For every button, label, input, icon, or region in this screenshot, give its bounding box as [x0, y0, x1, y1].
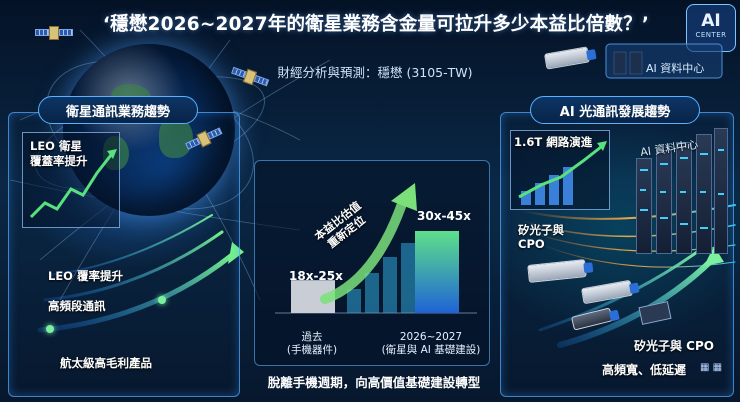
top-data-center-banner: AI 資料中心 [604, 38, 724, 82]
ai-badge-text: AI [701, 11, 721, 31]
satellite-icon [35, 22, 73, 44]
future-line-1: 2026~2027 [399, 331, 463, 343]
server-rack-group-icon [636, 128, 730, 258]
top-banner-label: AI 資料中心 [646, 62, 705, 75]
future-line-2: (衛星與 AI 基礎建設) [381, 344, 481, 356]
rising-arrow-head [391, 183, 417, 211]
trend-point-aerospace: 航太級高毛利產品 [60, 356, 152, 370]
pe-ratio-chart: 18x-25x 30x-45x 本益比估值 重新定位 過去 (手機器件) 202… [254, 160, 490, 366]
bar-category-past: 過去 (手機器件) [277, 331, 347, 357]
trend-point-high-frequency: 高頻段通訊 [48, 299, 106, 313]
pe-ratio-chart-svg [275, 183, 477, 314]
bar-value-future: 30x-45x [417, 209, 471, 223]
trend-dot [158, 296, 166, 304]
leo-mini-label-1: LEO 衛星 [30, 139, 82, 153]
chip-cluster-icon: ▦ ▦ [700, 362, 723, 373]
past-line-2: (手機器件) [286, 344, 338, 356]
leo-mini-label-2: 覆蓋率提升 [30, 154, 88, 168]
bar-future [415, 231, 459, 313]
rising-arrow [320, 196, 408, 304]
network-evolution-mini-chart [510, 130, 610, 210]
photonics-bottom-label: 矽光子與 CPO [634, 339, 714, 353]
background-bars [347, 243, 415, 313]
bar-category-future: 2026~2027 (衛星與 AI 基礎建設) [373, 331, 489, 357]
bandwidth-bottom-label: 高頻寬、低延遲 [602, 363, 687, 377]
past-line-1: 過去 [301, 331, 323, 343]
photonics-label-1: 矽光子與 [518, 223, 564, 237]
satellite-panel-heading: 衛星通訊業務趨勢 [38, 96, 198, 124]
leo-coverage-mini-chart [22, 132, 120, 228]
network-mini-label: 1.6T 網路演進 [514, 135, 593, 149]
ai-badge-sub: CENTER [695, 31, 727, 39]
photonics-label-2: CPO [518, 237, 545, 251]
chart-caption: 脫離手機週期，向高價值基礎建設轉型 [267, 375, 481, 390]
bar-value-past: 18x-25x [289, 269, 343, 283]
page-title: ‘穩懋2026~2027年的衛星業務含金量可拉升多少本益比倍數？’ [102, 14, 650, 35]
trend-point-leo: LEO 覆率提升 [48, 269, 123, 283]
page-subtitle: 財經分析與預測：穩懋 (3105-TW) [277, 65, 473, 80]
ai-optics-panel-heading: AI 光通訊發展趨勢 [530, 96, 700, 124]
trend-dot [46, 325, 54, 333]
